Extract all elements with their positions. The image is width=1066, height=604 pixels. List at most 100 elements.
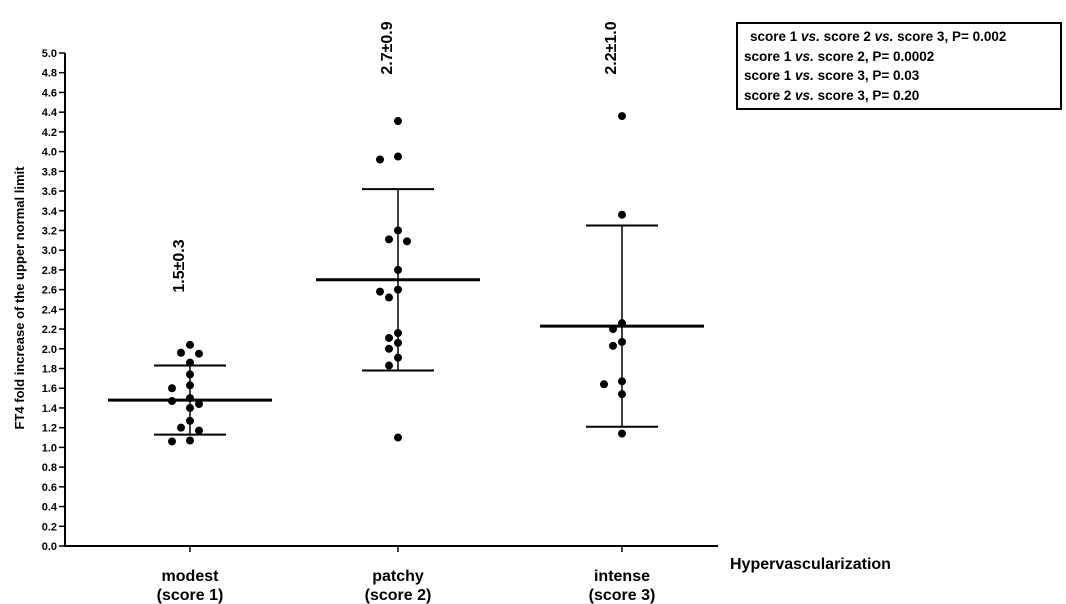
stats-text: score 3, P= 0.03 <box>813 68 920 84</box>
stats-italic-text: vs. <box>801 29 820 44</box>
y-tick-label: 3.6 <box>42 186 57 198</box>
data-point <box>618 319 626 328</box>
data-point <box>385 235 393 244</box>
data-point <box>177 423 185 432</box>
data-point <box>168 384 176 393</box>
y-tick-label: 1.2 <box>42 423 57 435</box>
y-tick-label: 1.4 <box>42 403 58 415</box>
data-point <box>394 265 402 274</box>
data-point <box>186 394 194 403</box>
group-mean-sd-label: 2.2±1.0 <box>603 21 620 74</box>
group-mean-sd-label: 2.7±0.9 <box>379 21 396 74</box>
chart-marks: 1.5±0.3 2.7±0.9 2.2±1.0 <box>108 21 704 446</box>
data-point <box>618 210 626 219</box>
stats-italic-text: vs. <box>795 68 814 84</box>
stats-italic-text: vs. <box>874 29 894 44</box>
data-point <box>376 287 384 296</box>
y-tick-label: 3.4 <box>42 206 58 218</box>
y-tick-label: 1.6 <box>42 383 57 395</box>
data-point <box>394 433 402 442</box>
data-point <box>195 349 203 358</box>
x-category-sublabel: (score 1) <box>157 587 224 604</box>
y-tick-label: 0.8 <box>42 462 57 474</box>
axes: 0.0 0.2 0.4 0.6 0.8 1.0 1.2 1.4 1.6 1.8 2.0 2.2 2.4 2… <box>42 48 718 604</box>
x-category-sublabel: (score 3) <box>589 587 656 604</box>
data-point <box>394 353 402 362</box>
data-point <box>168 437 176 446</box>
y-tick-label: 2.6 <box>42 285 57 297</box>
stats-text: score 2 <box>744 87 796 103</box>
y-tick-label: 4.8 <box>42 68 57 80</box>
data-point <box>186 416 194 425</box>
x-category-sublabel: (score 2) <box>365 587 432 604</box>
data-point <box>618 112 626 121</box>
x-category-label: patchy <box>372 568 424 585</box>
y-tick-label: 3.2 <box>42 225 57 237</box>
y-axis-label: FT4 fold increase of the upper normal li… <box>12 166 27 430</box>
data-point <box>195 426 203 435</box>
stats-line: score 1 vs. score 2, P= 0.0002 <box>744 47 1054 67</box>
data-point <box>600 380 608 389</box>
data-point <box>177 348 185 357</box>
statistics-legend-box: score 1 vs. score 2 vs. score 3, P= 0.00… <box>736 22 1062 110</box>
y-tick-label: 4.0 <box>42 147 57 159</box>
data-point <box>394 152 402 161</box>
y-tick-label: 0.2 <box>42 521 57 533</box>
data-point <box>385 361 393 370</box>
data-point <box>195 400 203 409</box>
data-point <box>186 403 194 412</box>
data-point <box>186 340 194 349</box>
data-point <box>385 293 393 302</box>
y-tick-label: 0.4 <box>42 502 58 514</box>
y-tick-label: 0.0 <box>42 541 57 553</box>
data-point <box>403 237 411 246</box>
data-point <box>186 358 194 367</box>
stats-text: score 3, P= 0.20 <box>813 87 920 103</box>
y-tick-label: 2.2 <box>42 324 57 336</box>
stats-line: score 1 vs. score 3, P= 0.03 <box>744 66 1054 86</box>
data-point <box>394 117 402 126</box>
data-point <box>385 344 393 353</box>
data-point <box>376 155 384 164</box>
group-mean-sd-label: 1.5±0.3 <box>171 239 188 292</box>
stats-line: score 2 vs. score 3, P= 0.20 <box>744 86 1054 106</box>
x-category-label: modest <box>162 568 220 585</box>
data-point <box>618 377 626 386</box>
data-point <box>609 341 617 350</box>
y-tick-label: 3.0 <box>42 245 57 257</box>
data-point <box>385 333 393 342</box>
data-point <box>618 337 626 346</box>
y-tick-label: 2.0 <box>42 344 57 356</box>
stats-italic-text: vs. <box>795 48 814 64</box>
data-point <box>394 329 402 338</box>
data-point <box>394 226 402 235</box>
stats-line: score 1 vs. score 2 vs. score 3, P= 0.00… <box>744 27 1054 47</box>
x-category-label: intense <box>594 568 650 585</box>
y-tick-label: 3.8 <box>42 166 57 178</box>
data-point <box>618 390 626 399</box>
y-tick-label: 4.6 <box>42 87 57 99</box>
data-point <box>394 338 402 347</box>
stats-italic-text: vs. <box>795 87 814 103</box>
data-point <box>618 429 626 438</box>
x-axis-label: Hypervascularization <box>730 556 891 573</box>
y-tick-label: 2.8 <box>42 265 57 277</box>
y-tick-label: 0.6 <box>42 482 57 494</box>
data-point <box>609 325 617 334</box>
data-point <box>394 285 402 294</box>
data-point <box>168 397 176 406</box>
y-tick-label: 4.4 <box>42 107 58 119</box>
stats-text: score 3, P= 0.002 <box>893 29 1007 44</box>
y-tick-label: 2.4 <box>42 304 58 316</box>
data-point <box>186 436 194 445</box>
stats-text: score 2, P= 0.0002 <box>813 48 935 64</box>
y-tick-label: 5.0 <box>42 48 57 60</box>
y-tick-label: 1.8 <box>42 364 57 376</box>
stats-text: score 2 <box>819 29 875 44</box>
y-tick-label: 4.2 <box>42 127 57 139</box>
y-tick-label: 1.0 <box>42 442 57 454</box>
stats-text: score 1 <box>750 29 802 44</box>
data-point <box>186 381 194 390</box>
stats-text: score 1 <box>744 68 796 84</box>
